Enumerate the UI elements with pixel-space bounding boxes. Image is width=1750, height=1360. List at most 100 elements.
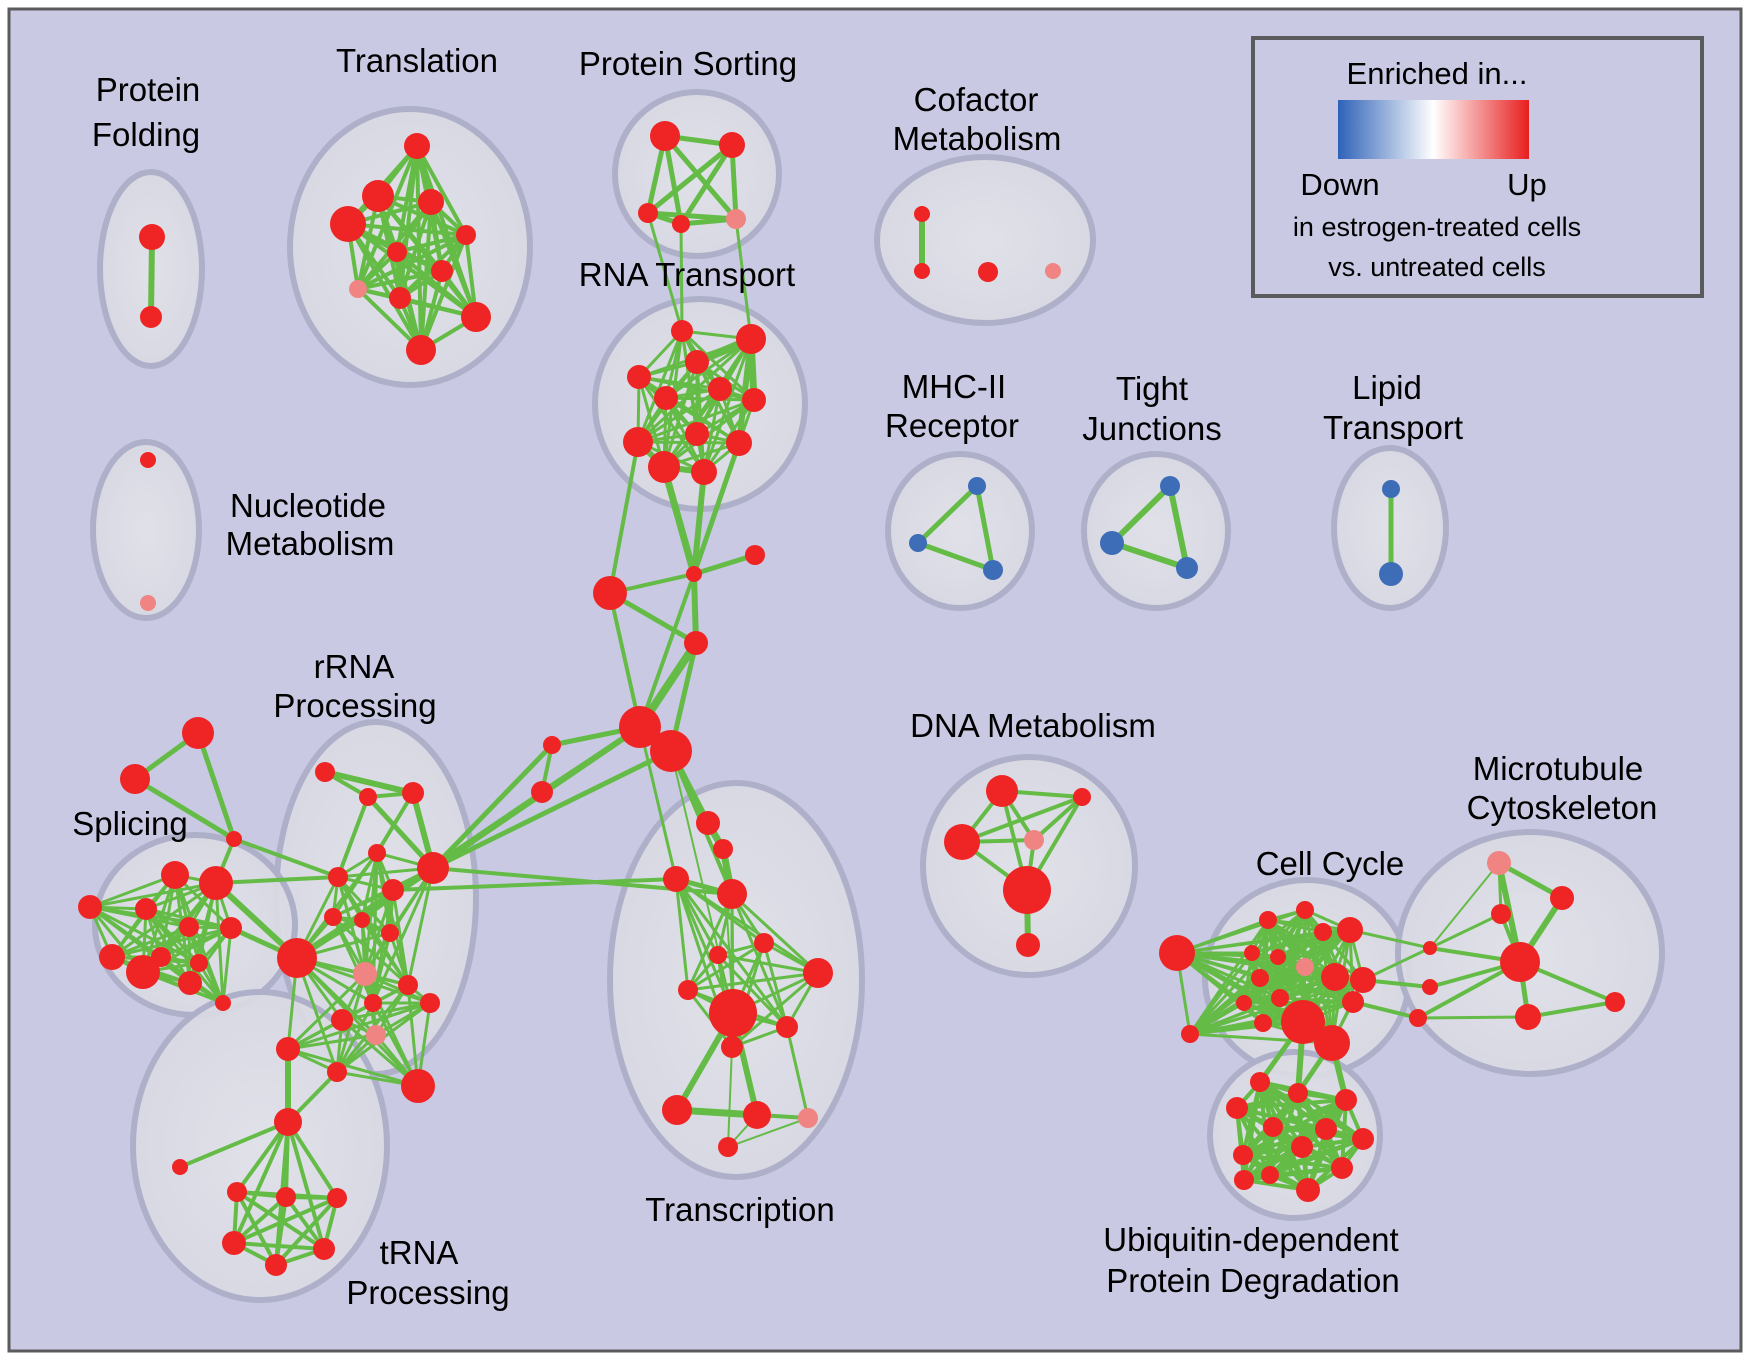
node-rr2[interactable] (359, 788, 377, 806)
node-rt9[interactable] (623, 427, 653, 457)
node-cc3[interactable] (1296, 901, 1314, 919)
node-t6[interactable] (456, 225, 476, 245)
node-rt6[interactable] (654, 386, 678, 410)
node-tr13[interactable] (743, 1101, 771, 1129)
node-tj1[interactable] (1160, 476, 1180, 496)
node-ps3[interactable] (638, 203, 658, 223)
node-rt8[interactable] (685, 422, 709, 446)
node-cc17[interactable] (1314, 1025, 1350, 1061)
node-rr6[interactable] (382, 879, 404, 901)
node-cn2[interactable] (1422, 979, 1438, 995)
node-tr1[interactable] (696, 811, 720, 835)
node-u8[interactable] (1233, 1145, 1253, 1165)
node-tr8[interactable] (678, 980, 698, 1000)
node-rr16[interactable] (364, 994, 382, 1012)
node-rr11[interactable] (420, 993, 440, 1013)
node-c3[interactable] (745, 545, 765, 565)
node-cc1[interactable] (1159, 935, 1195, 971)
node-tn7[interactable] (172, 1159, 188, 1175)
node-tr10[interactable] (776, 1016, 798, 1038)
node-tn6[interactable] (265, 1254, 287, 1276)
node-sl11[interactable] (178, 971, 202, 995)
node-tr4[interactable] (717, 879, 747, 909)
node-tnh[interactable] (274, 1108, 302, 1136)
node-c4[interactable] (684, 631, 708, 655)
node-pf1[interactable] (139, 224, 165, 250)
node-cc5[interactable] (1337, 917, 1363, 943)
node-rr13[interactable] (353, 962, 377, 986)
node-dm4[interactable] (1024, 830, 1044, 850)
node-t10[interactable] (461, 302, 491, 332)
node-t1[interactable] (404, 133, 430, 159)
node-rrh[interactable] (277, 938, 317, 978)
node-u6[interactable] (1315, 1118, 1337, 1140)
node-rr9[interactable] (354, 912, 370, 928)
node-sl4[interactable] (78, 895, 102, 919)
node-dm5[interactable] (1003, 866, 1051, 914)
node-lt2[interactable] (1379, 562, 1403, 586)
node-tr9[interactable] (709, 989, 757, 1037)
node-tr12[interactable] (662, 1095, 692, 1125)
node-rr4[interactable] (368, 844, 386, 862)
node-c6[interactable] (650, 730, 692, 772)
node-u9[interactable] (1291, 1136, 1313, 1158)
node-s3[interactable] (226, 831, 242, 847)
node-rt2[interactable] (736, 324, 766, 354)
node-cc6[interactable] (1244, 945, 1260, 961)
node-sl7[interactable] (99, 944, 125, 970)
node-cc13[interactable] (1236, 995, 1252, 1011)
node-mt1[interactable] (1487, 851, 1511, 875)
node-pf2[interactable] (140, 306, 162, 328)
node-t3[interactable] (418, 189, 444, 215)
node-dm3[interactable] (944, 824, 980, 860)
node-mt2[interactable] (1550, 886, 1574, 910)
node-t8[interactable] (349, 280, 367, 298)
node-nm2[interactable] (140, 595, 156, 611)
node-t4[interactable] (330, 206, 366, 242)
node-rr5[interactable] (328, 867, 348, 887)
node-nm1[interactable] (140, 452, 156, 468)
node-rr7[interactable] (417, 852, 449, 884)
node-tj3[interactable] (1176, 557, 1198, 579)
node-cc14[interactable] (1254, 1014, 1272, 1032)
node-c8[interactable] (531, 781, 553, 803)
node-rt5[interactable] (708, 377, 732, 401)
node-s1[interactable] (182, 717, 214, 749)
node-sl1[interactable] (161, 861, 189, 889)
node-rt11[interactable] (648, 451, 680, 483)
node-rt3[interactable] (685, 350, 709, 374)
node-tr3[interactable] (663, 866, 689, 892)
node-tr2[interactable] (713, 839, 733, 859)
node-u10[interactable] (1331, 1157, 1353, 1179)
node-sl9[interactable] (190, 954, 208, 972)
node-rr12[interactable] (398, 975, 418, 995)
node-u13[interactable] (1296, 1178, 1320, 1202)
node-sl3[interactable] (135, 898, 157, 920)
node-sl10[interactable] (126, 955, 160, 989)
node-c1[interactable] (593, 576, 627, 610)
node-rt12[interactable] (691, 459, 717, 485)
node-cc16[interactable] (1281, 1000, 1325, 1044)
node-ps4[interactable] (672, 215, 690, 233)
node-tr11[interactable] (721, 1036, 743, 1058)
node-tn4[interactable] (222, 1231, 246, 1255)
node-mt4[interactable] (1500, 942, 1540, 982)
node-t5[interactable] (387, 242, 407, 262)
node-mh3[interactable] (983, 560, 1003, 580)
node-cc8[interactable] (1296, 958, 1314, 976)
node-tr5[interactable] (754, 933, 774, 953)
node-cc12[interactable] (1271, 989, 1289, 1007)
node-c7[interactable] (543, 736, 561, 754)
node-rr15[interactable] (366, 1025, 386, 1045)
node-rt10[interactable] (726, 430, 752, 456)
node-u4[interactable] (1226, 1097, 1248, 1119)
node-cn1[interactable] (1423, 941, 1437, 955)
node-sl6[interactable] (220, 917, 242, 939)
node-sl12[interactable] (215, 995, 231, 1011)
node-cm2[interactable] (914, 263, 930, 279)
node-u2[interactable] (1288, 1083, 1308, 1103)
node-cc7[interactable] (1270, 949, 1286, 965)
node-tr14[interactable] (798, 1108, 818, 1128)
node-tn1[interactable] (227, 1182, 247, 1202)
node-tj2[interactable] (1100, 531, 1124, 555)
